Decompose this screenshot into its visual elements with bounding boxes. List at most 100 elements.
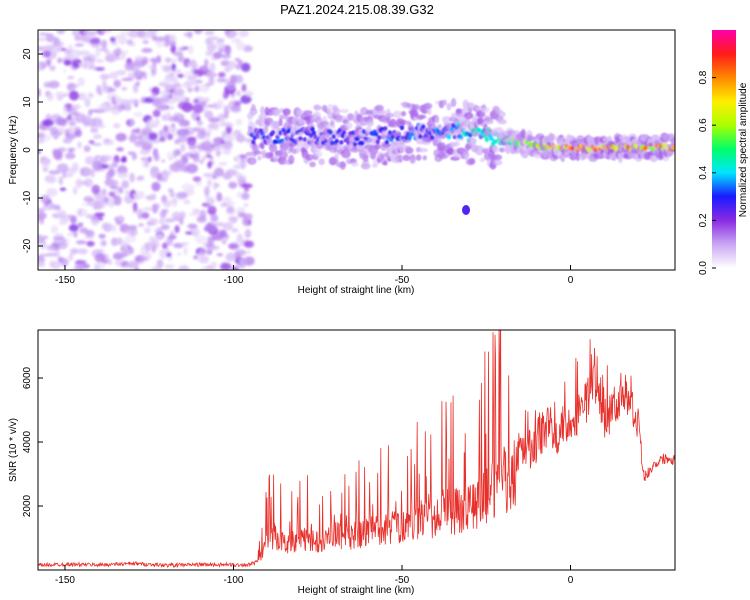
y-tick-label: -20 [22, 238, 33, 253]
noise-blob [88, 140, 95, 144]
noise-blob [104, 155, 113, 161]
noise-blob [245, 90, 254, 97]
noise-blob [89, 37, 101, 45]
noise-blob [140, 157, 150, 161]
noise-blob [90, 216, 100, 226]
noise-blob [155, 118, 160, 127]
noise-blob [84, 97, 91, 108]
track-halo [427, 108, 432, 115]
noise-blob [94, 212, 105, 217]
noise-blob [38, 37, 48, 42]
noise-blob [55, 205, 61, 212]
noise-blob [68, 122, 77, 126]
colorbar-tick-label: 0.0 [698, 261, 709, 275]
track-halo [397, 143, 407, 150]
noise-blob [216, 191, 222, 202]
noise-blob [182, 154, 189, 163]
noise-blob [227, 80, 236, 91]
track-halo [314, 151, 323, 158]
noise-blob [141, 133, 149, 143]
track-halo [329, 120, 335, 127]
track-halo [435, 135, 442, 145]
noise-blob [148, 132, 158, 141]
noise-blob [153, 229, 163, 233]
noise-blob [54, 250, 61, 259]
noise-blob [108, 168, 115, 178]
noise-blob [114, 260, 123, 266]
noise-blob [236, 42, 246, 51]
noise-blob [133, 70, 146, 78]
track-halo [334, 152, 340, 160]
noise-region [38, 30, 255, 270]
noise-blob [159, 90, 171, 96]
noise-blob [193, 255, 199, 260]
noise-blob [120, 253, 128, 258]
track-halo [575, 151, 580, 162]
noise-blob [107, 164, 118, 168]
track-halo [339, 161, 346, 170]
noise-blob [205, 51, 214, 56]
noise-blob [131, 152, 137, 161]
track-halo [442, 116, 453, 123]
track-halo [268, 143, 278, 153]
noise-blob [129, 172, 135, 183]
noise-blob [74, 129, 82, 138]
noise-blob [78, 92, 87, 101]
track-halo [437, 124, 442, 129]
noise-blob [198, 84, 210, 93]
noise-blob [243, 240, 255, 248]
noise-blob [217, 98, 224, 109]
noise-blob [142, 207, 153, 212]
noise-blob [99, 73, 110, 81]
noise-blob [50, 225, 58, 234]
noise-blob [196, 116, 201, 122]
noise-blob [210, 261, 218, 269]
track-halo [499, 147, 506, 153]
noise-blob [133, 111, 144, 118]
noise-blob [121, 77, 133, 82]
noise-blob [73, 230, 78, 238]
colorbar: 0.0 0.2 0.4 0.6 0.8 Normalized spectral ampl… [698, 30, 749, 275]
noise-blob [148, 64, 154, 70]
noise-blob [68, 107, 78, 116]
noise-blob [161, 242, 168, 250]
y-tick-label: 4000 [22, 430, 33, 453]
noise-blob [48, 170, 61, 175]
noise-blob [172, 88, 185, 97]
noise-blob [209, 62, 216, 73]
track-halo [382, 142, 392, 148]
noise-blob [243, 256, 255, 266]
noise-blob [180, 143, 186, 152]
noise-blob [89, 109, 99, 113]
noise-blob [120, 52, 127, 58]
track-halo [400, 111, 407, 117]
noise-blob [151, 193, 156, 199]
track-core [311, 130, 317, 136]
track-halo [382, 160, 388, 166]
noise-blob [38, 63, 42, 70]
noise-blob [171, 211, 182, 221]
noise-blob [206, 196, 215, 206]
noise-blob [243, 187, 250, 192]
noise-blob [154, 36, 165, 42]
noise-blob [164, 218, 176, 223]
noise-blob [225, 169, 237, 176]
noise-blob [164, 76, 176, 83]
noise-blob [95, 66, 106, 71]
noise-blob [195, 235, 207, 244]
track-halo [257, 155, 262, 161]
noise-blob [247, 250, 252, 254]
noise-blob [135, 140, 144, 146]
noise-blob [121, 86, 127, 91]
noise-blob [82, 119, 90, 127]
track-core [339, 140, 344, 145]
noise-blob [77, 222, 84, 228]
noise-blob [170, 83, 183, 91]
track-halo [327, 104, 335, 113]
noise-blob [236, 90, 241, 96]
noise-blob [140, 245, 145, 254]
noise-blob [226, 201, 236, 206]
noise-blob [71, 104, 81, 110]
colorbar-tick-label: 0.2 [698, 213, 709, 227]
